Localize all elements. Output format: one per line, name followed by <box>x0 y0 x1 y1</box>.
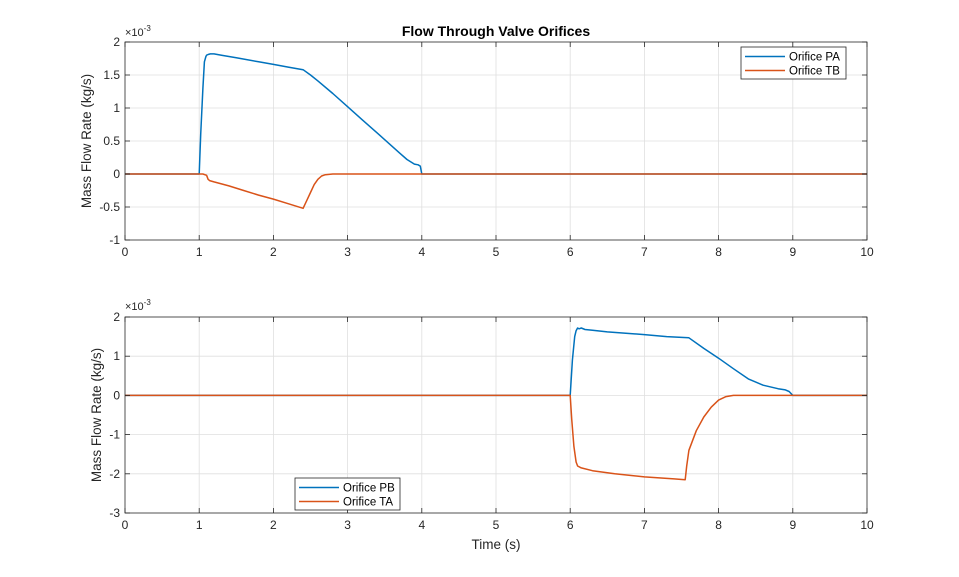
top-x-tick-label: 0 <box>122 245 129 259</box>
top-legend-box <box>740 46 847 80</box>
bottom-x-tick-label: 3 <box>344 518 351 532</box>
top-y-multiplier: ×10-3 <box>125 24 151 39</box>
top-y-tick-label: 0 <box>113 167 120 181</box>
bottom-x-tick-label: 9 <box>789 518 796 532</box>
top-y-tick-label: -1 <box>109 233 120 247</box>
bottom-y-multiplier: ×10-3 <box>125 298 151 313</box>
top-y-tick-label: 2 <box>113 35 120 49</box>
top-x-tick-label: 1 <box>196 245 203 259</box>
bottom-x-tick-label: 4 <box>418 518 425 532</box>
top-x-tick-label: 4 <box>418 245 425 259</box>
top-x-tick-label: 3 <box>344 245 351 259</box>
top-x-tick-label: 6 <box>567 245 574 259</box>
legend-label-orifice-ta: Orifice TA <box>343 497 393 509</box>
top-y-tick-label: 0.5 <box>103 134 120 148</box>
bottom-x-tick-label: 5 <box>493 518 500 532</box>
bottom-y-multiplier-exponent: -3 <box>144 298 152 307</box>
top-y-tick-label: -0.5 <box>99 200 120 214</box>
bottom-x-tick-label: 0 <box>122 518 129 532</box>
top-x-tick-label: 10 <box>860 245 874 259</box>
bottom-axes: 0 1 2 3 4 5 6 7 8 9 10 -3 -2 -1 0 1 2 Time (s) Mass Flo… <box>89 298 874 552</box>
legend-label-orifice-tb: Orifice TB <box>789 66 840 78</box>
top-series <box>125 53 867 210</box>
bottom-y-tick-label: -2 <box>109 467 120 481</box>
top-y-multiplier-base: ×10 <box>125 27 144 39</box>
series-line-orifice-ta <box>125 394 867 481</box>
bottom-legend-box <box>294 477 401 511</box>
bottom-x-tick-label: 1 <box>196 518 203 532</box>
top-y-ticks: -1 -0.5 0 0.5 1 1.5 2 <box>99 35 867 247</box>
series-line-orifice-tb <box>125 173 867 210</box>
bottom-y-ticks: -3 -2 -1 0 1 2 <box>109 310 867 520</box>
bottom-y-tick-label: 1 <box>113 349 120 363</box>
bottom-x-tick-label: 10 <box>860 518 874 532</box>
top-legend[interactable]: Orifice PA Orifice TB <box>740 46 847 80</box>
bottom-series <box>125 327 867 481</box>
bottom-x-axis-label: Time (s) <box>472 537 521 552</box>
bottom-y-tick-label: -1 <box>109 428 120 442</box>
bottom-y-tick-label: 0 <box>113 388 120 402</box>
top-x-tick-label: 9 <box>789 245 796 259</box>
top-x-tick-label: 7 <box>641 245 648 259</box>
bottom-x-tick-label: 6 <box>567 518 574 532</box>
bottom-legend[interactable]: Orifice PB Orifice TA <box>294 477 401 511</box>
top-x-tick-label: 8 <box>715 245 722 259</box>
bottom-y-tick-label: -3 <box>109 506 120 520</box>
top-y-tick-label: 1 <box>113 101 120 115</box>
top-y-axis-label: Mass Flow Rate (kg/s) <box>79 74 94 208</box>
top-y-multiplier-exponent: -3 <box>144 24 152 33</box>
bottom-x-tick-label: 2 <box>270 518 277 532</box>
top-x-tick-label: 5 <box>493 245 500 259</box>
top-axes: 0 1 2 3 4 5 6 7 8 9 10 -1 -0.5 0 0.5 1 1.5 2 Flow Throug… <box>79 23 874 259</box>
bottom-x-tick-label: 8 <box>715 518 722 532</box>
chart-title: Flow Through Valve Orifices <box>402 23 590 39</box>
top-x-tick-label: 2 <box>270 245 277 259</box>
legend-label-orifice-pa: Orifice PA <box>789 52 840 64</box>
top-x-ticks: 0 1 2 3 4 5 6 7 8 9 10 <box>122 42 874 259</box>
bottom-y-tick-label: 2 <box>113 310 120 324</box>
legend-label-orifice-pb: Orifice PB <box>343 483 395 495</box>
top-y-tick-label: 1.5 <box>103 68 120 82</box>
bottom-y-multiplier-base: ×10 <box>125 301 144 313</box>
bottom-x-ticks: 0 1 2 3 4 5 6 7 8 9 10 <box>122 317 874 532</box>
bottom-x-tick-label: 7 <box>641 518 648 532</box>
bottom-y-axis-label: Mass Flow Rate (kg/s) <box>89 348 104 482</box>
